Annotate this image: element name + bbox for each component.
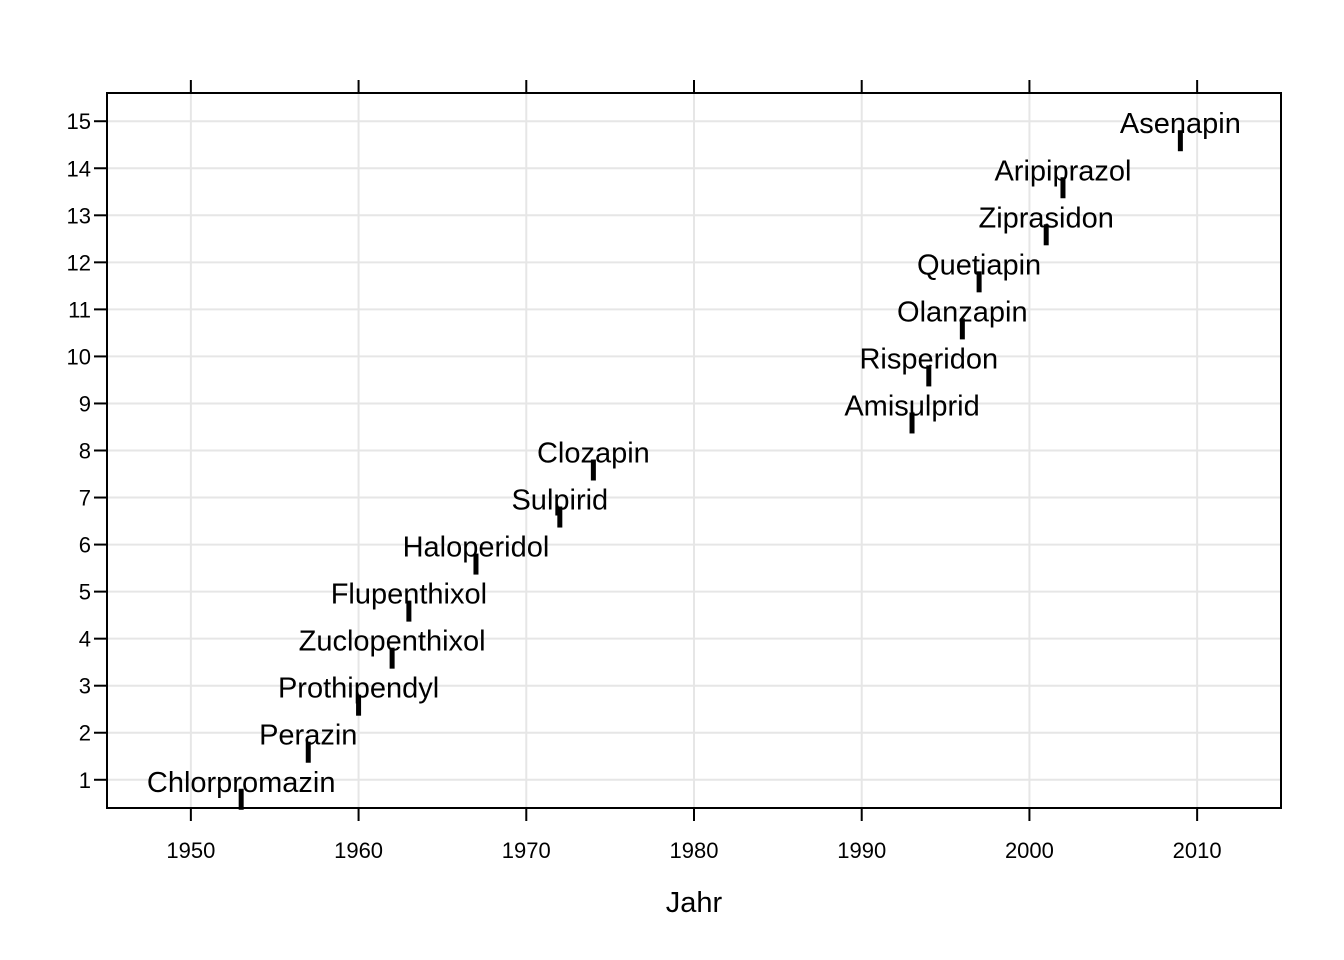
data-point-label: Asenapin (1120, 108, 1241, 140)
data-point-label: Zuclopenthixol (299, 626, 486, 658)
y-tick-label: 3 (79, 674, 91, 699)
data-point-label: Quetiapin (917, 249, 1041, 281)
y-tick-label: 8 (79, 439, 91, 464)
data-point-label: Olanzapin (897, 296, 1028, 328)
y-tick-label: 13 (67, 203, 91, 228)
data-point-label: Sulpirid (511, 485, 608, 517)
data-point-label: Flupenthixol (331, 579, 487, 611)
data-point-label: Amisulprid (844, 390, 979, 422)
y-tick-label: 6 (79, 533, 91, 558)
grid-lines (107, 93, 1281, 808)
data-point-label: Haloperidol (403, 532, 550, 564)
y-tick-label: 9 (79, 391, 91, 416)
data-marks (238, 130, 1183, 810)
y-tick-label: 15 (67, 109, 91, 134)
data-point-label: Ziprasidon (978, 202, 1113, 234)
y-tick-label: 10 (67, 344, 91, 369)
x-tick-label: 1990 (837, 838, 886, 863)
x-tick-label: 2010 (1173, 838, 1222, 863)
x-tick-label: 1960 (334, 838, 383, 863)
y-tick-label: 4 (79, 627, 91, 652)
data-point-label: Risperidon (859, 343, 998, 375)
y-tick-label: 7 (79, 486, 91, 511)
y-tick-label: 2 (79, 721, 91, 746)
point-labels: Chlorpromazin Perazin Prothipendyl Zuclopen… (147, 108, 1241, 799)
data-point-label: Aripiprazol (994, 155, 1131, 187)
x-tick-label: 2000 (1005, 838, 1054, 863)
x-axis-label: Jahr (666, 887, 723, 919)
data-point-label: Prothipendyl (278, 673, 439, 705)
y-tick-label: 14 (67, 156, 91, 181)
data-point-label: Clozapin (537, 438, 650, 470)
axis-ticks: 1950 1960 1970 1980 1990 2000 2010123456789101… (67, 80, 1222, 863)
y-tick-label: 12 (67, 250, 91, 275)
x-tick-label: 1980 (670, 838, 719, 863)
y-tick-label: 1 (79, 768, 91, 793)
x-tick-label: 1970 (502, 838, 551, 863)
x-tick-label: 1950 (166, 838, 215, 863)
data-point-label: Perazin (259, 720, 357, 752)
y-tick-label: 5 (79, 580, 91, 605)
y-tick-label: 11 (68, 297, 91, 322)
data-point-label: Chlorpromazin (147, 767, 336, 799)
